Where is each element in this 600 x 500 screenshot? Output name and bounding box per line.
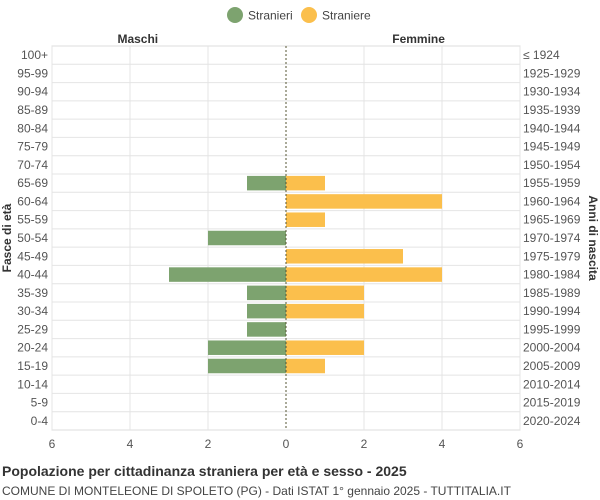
- bar-male-25-29: [247, 322, 286, 337]
- bar-female-40-44: [286, 267, 442, 282]
- bar-male-35-39: [247, 285, 286, 301]
- x-tick-label: 6: [517, 437, 524, 451]
- bar-female-60-64: [286, 194, 442, 209]
- chart-title: Popolazione per cittadinanza straniera p…: [2, 463, 407, 479]
- birth-year-label: 1965-1969: [523, 213, 581, 227]
- legend-swatch-straniere: [301, 7, 317, 23]
- birth-year-label: 1995-1999: [523, 322, 581, 336]
- age-label-10-14: 10-14: [17, 377, 48, 391]
- bar-male-50-54: [208, 230, 286, 246]
- bar-male-20-24: [208, 340, 286, 355]
- x-tick-label: 2: [361, 437, 368, 451]
- bar-female-55-59: [286, 212, 325, 227]
- birth-year-label: 1945-1949: [523, 140, 581, 154]
- x-tick-label: 0: [283, 437, 290, 451]
- birth-year-label: 2020-2024: [523, 414, 581, 428]
- legend: Stranieri Straniere: [227, 7, 371, 23]
- birth-year-label: 1930-1934: [523, 85, 581, 99]
- legend-label-stranieri: Stranieri: [248, 9, 293, 23]
- population-pyramid-chart: Stranieri Straniere Maschi Femmine 100+ 95…: [0, 7, 600, 451]
- birth-year-label: 2005-2009: [523, 359, 581, 373]
- x-tick-label: 4: [439, 437, 446, 451]
- chart-subtitle: COMUNE DI MONTELEONE DI SPOLETO (PG) - D…: [2, 484, 511, 498]
- age-label-60-64: 60-64: [17, 194, 48, 208]
- age-label-95-99: 95-99: [17, 66, 48, 80]
- age-label-100+: 100+: [21, 48, 48, 62]
- birth-year-label: 1960-1964: [523, 194, 581, 208]
- legend-label-straniere: Straniere: [322, 9, 371, 23]
- x-axis-tick-labels: 6 4 2 0 2 4 6: [49, 437, 524, 451]
- bar-female-35-39: [286, 285, 364, 301]
- age-label-85-89: 85-89: [17, 103, 48, 117]
- age-label-15-19: 15-19: [17, 359, 48, 373]
- y-axis-label-left: Fasce di età: [0, 203, 14, 272]
- age-label-30-34: 30-34: [17, 304, 48, 318]
- birth-year-label: 2010-2014: [523, 377, 581, 391]
- birth-year-label: 1950-1954: [523, 158, 581, 172]
- age-label-75-79: 75-79: [17, 140, 48, 154]
- birth-year-label: 2015-2019: [523, 396, 581, 410]
- birth-year-label: 1935-1939: [523, 103, 581, 117]
- x-tick-label: 4: [127, 437, 134, 451]
- age-label-50-54: 50-54: [17, 231, 48, 245]
- age-label-70-74: 70-74: [17, 158, 48, 172]
- bar-male-30-34: [247, 303, 286, 319]
- bar-female-30-34: [286, 303, 364, 319]
- birth-year-label: 1925-1929: [523, 66, 581, 80]
- x-tick-label: 2: [205, 437, 212, 451]
- x-tick-label: 6: [49, 437, 56, 451]
- age-label-45-49: 45-49: [17, 249, 48, 263]
- maschi-header: Maschi: [117, 32, 158, 46]
- birth-year-labels: ≤ 1924 1925-1929 1930-1934 1935-1939 1940-19…: [523, 48, 581, 428]
- birth-year-label: 1990-1994: [523, 304, 581, 318]
- bar-male-40-44: [169, 267, 286, 282]
- birth-year-label: ≤ 1924: [523, 48, 560, 62]
- bar-female-20-24: [286, 340, 364, 355]
- birth-year-label: 2000-2004: [523, 341, 581, 355]
- age-label-55-59: 55-59: [17, 213, 48, 227]
- bar-male-15-19: [208, 358, 286, 374]
- age-label-0-4: 0-4: [31, 414, 49, 428]
- bar-female-65-69: [286, 175, 325, 191]
- y-axis-label-right: Anni di nascita: [586, 195, 600, 281]
- age-label-90-94: 90-94: [17, 85, 48, 99]
- age-label-5-9: 5-9: [31, 396, 49, 410]
- age-group-labels: 100+ 95-99 90-94 85-89 80-84 75-79 70-74 65-69 6…: [17, 48, 48, 428]
- birth-year-label: 1975-1979: [523, 249, 581, 263]
- bar-female-45-49: [286, 249, 403, 264]
- age-label-65-69: 65-69: [17, 176, 48, 190]
- birth-year-label: 1985-1989: [523, 286, 581, 300]
- birth-year-label: 1970-1974: [523, 231, 581, 245]
- bars: [169, 175, 442, 374]
- age-label-25-29: 25-29: [17, 322, 48, 336]
- birth-year-label: 1980-1984: [523, 268, 581, 282]
- birth-year-label: 1955-1959: [523, 176, 581, 190]
- age-label-20-24: 20-24: [17, 341, 48, 355]
- bar-male-65-69: [247, 175, 286, 191]
- age-label-40-44: 40-44: [17, 268, 48, 282]
- birth-year-label: 1940-1944: [523, 121, 581, 135]
- legend-swatch-stranieri: [227, 7, 243, 23]
- age-label-35-39: 35-39: [17, 286, 48, 300]
- femmine-header: Femmine: [392, 32, 445, 46]
- bar-female-15-19: [286, 358, 325, 374]
- age-label-80-84: 80-84: [17, 121, 48, 135]
